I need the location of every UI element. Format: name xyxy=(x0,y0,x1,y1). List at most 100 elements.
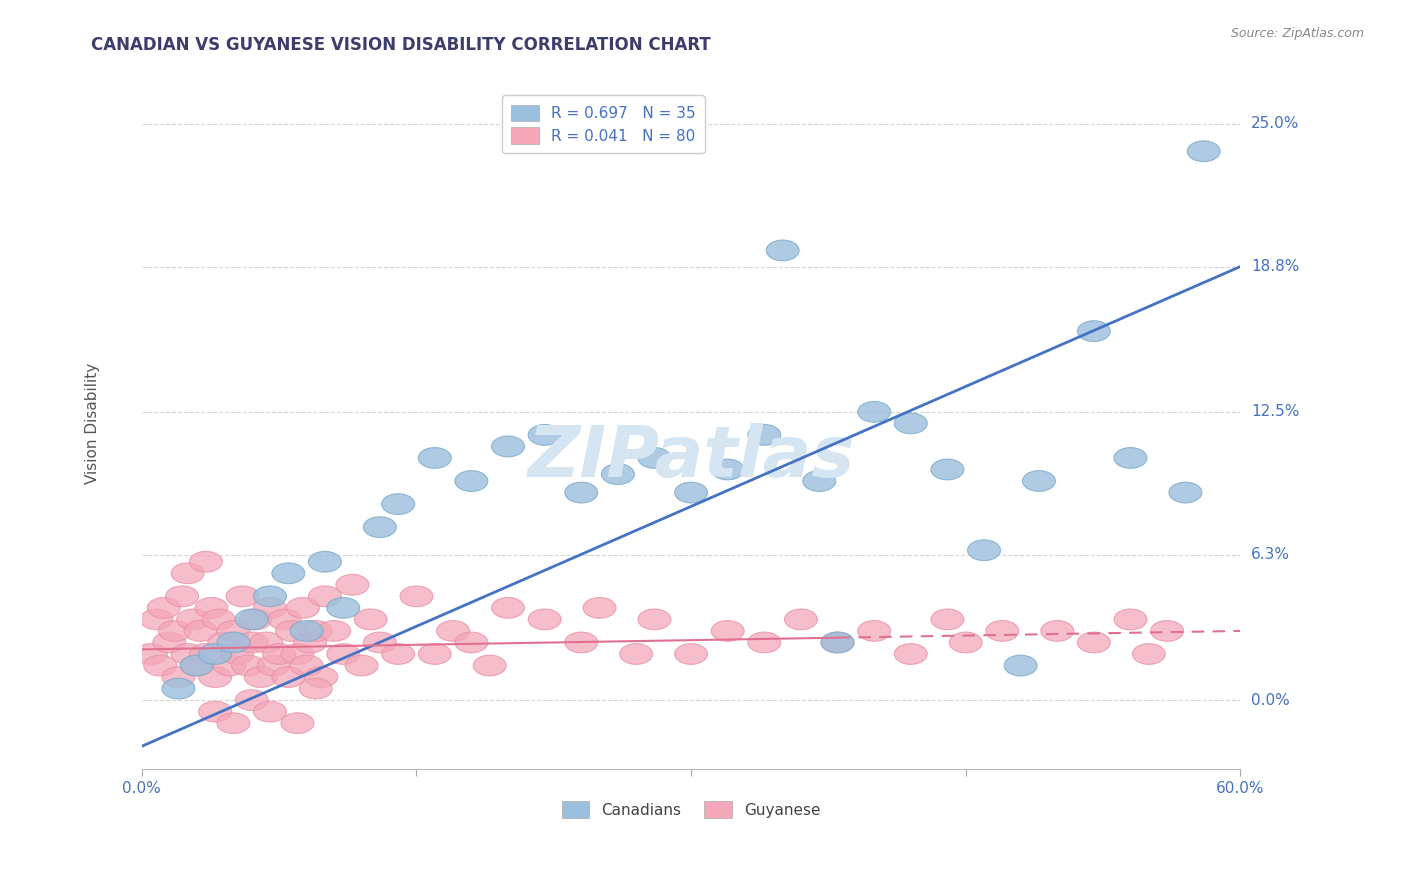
Ellipse shape xyxy=(257,655,290,676)
Ellipse shape xyxy=(195,598,228,618)
Ellipse shape xyxy=(363,632,396,653)
Ellipse shape xyxy=(308,586,342,607)
Ellipse shape xyxy=(172,644,204,665)
Ellipse shape xyxy=(492,436,524,457)
Ellipse shape xyxy=(931,609,965,630)
Ellipse shape xyxy=(399,586,433,607)
Ellipse shape xyxy=(858,401,890,422)
Ellipse shape xyxy=(162,678,195,699)
Ellipse shape xyxy=(381,493,415,515)
Ellipse shape xyxy=(336,574,368,595)
Ellipse shape xyxy=(235,609,269,630)
Ellipse shape xyxy=(172,563,204,583)
Ellipse shape xyxy=(281,644,314,665)
Ellipse shape xyxy=(785,609,817,630)
Ellipse shape xyxy=(250,632,283,653)
Ellipse shape xyxy=(326,598,360,618)
Text: 25.0%: 25.0% xyxy=(1251,116,1299,131)
Ellipse shape xyxy=(217,632,250,653)
Ellipse shape xyxy=(287,598,319,618)
Ellipse shape xyxy=(344,655,378,676)
Ellipse shape xyxy=(290,655,323,676)
Ellipse shape xyxy=(202,609,235,630)
Ellipse shape xyxy=(529,425,561,445)
Ellipse shape xyxy=(803,471,835,491)
Ellipse shape xyxy=(1132,644,1166,665)
Ellipse shape xyxy=(263,644,295,665)
Ellipse shape xyxy=(235,632,269,653)
Ellipse shape xyxy=(381,644,415,665)
Ellipse shape xyxy=(217,713,250,733)
Text: 12.5%: 12.5% xyxy=(1251,404,1299,419)
Ellipse shape xyxy=(318,621,350,641)
Ellipse shape xyxy=(1114,448,1147,468)
Ellipse shape xyxy=(253,701,287,722)
Ellipse shape xyxy=(159,621,191,641)
Ellipse shape xyxy=(1150,621,1184,641)
Text: Source: ZipAtlas.com: Source: ZipAtlas.com xyxy=(1230,27,1364,40)
Ellipse shape xyxy=(949,632,983,653)
Ellipse shape xyxy=(143,655,177,676)
Ellipse shape xyxy=(226,586,259,607)
Ellipse shape xyxy=(894,413,928,434)
Ellipse shape xyxy=(166,586,198,607)
Ellipse shape xyxy=(638,609,671,630)
Text: 60.0%: 60.0% xyxy=(1216,780,1264,796)
Ellipse shape xyxy=(217,621,250,641)
Ellipse shape xyxy=(1077,321,1111,342)
Text: ZIPatlas: ZIPatlas xyxy=(527,424,855,492)
Ellipse shape xyxy=(858,621,890,641)
Ellipse shape xyxy=(363,516,396,538)
Ellipse shape xyxy=(638,448,671,468)
Ellipse shape xyxy=(565,483,598,503)
Ellipse shape xyxy=(419,644,451,665)
Ellipse shape xyxy=(299,678,332,699)
Ellipse shape xyxy=(153,632,186,653)
Ellipse shape xyxy=(1168,483,1202,503)
Ellipse shape xyxy=(986,621,1019,641)
Ellipse shape xyxy=(967,540,1001,560)
Ellipse shape xyxy=(232,655,264,676)
Ellipse shape xyxy=(602,464,634,484)
Ellipse shape xyxy=(931,459,965,480)
Ellipse shape xyxy=(1114,609,1147,630)
Ellipse shape xyxy=(456,632,488,653)
Ellipse shape xyxy=(177,609,209,630)
Ellipse shape xyxy=(675,483,707,503)
Ellipse shape xyxy=(281,713,314,733)
Ellipse shape xyxy=(235,690,269,711)
Ellipse shape xyxy=(214,655,246,676)
Ellipse shape xyxy=(474,655,506,676)
Ellipse shape xyxy=(141,609,173,630)
Ellipse shape xyxy=(198,644,232,665)
Ellipse shape xyxy=(305,666,337,688)
Ellipse shape xyxy=(766,240,799,260)
Ellipse shape xyxy=(529,609,561,630)
Ellipse shape xyxy=(1040,621,1074,641)
Ellipse shape xyxy=(711,621,744,641)
Text: Vision Disability: Vision Disability xyxy=(84,363,100,484)
Text: 0.0%: 0.0% xyxy=(122,780,162,796)
Ellipse shape xyxy=(620,644,652,665)
Ellipse shape xyxy=(253,598,287,618)
Ellipse shape xyxy=(456,471,488,491)
Ellipse shape xyxy=(1187,141,1220,161)
Ellipse shape xyxy=(198,701,232,722)
Ellipse shape xyxy=(1004,655,1038,676)
Ellipse shape xyxy=(565,632,598,653)
Legend: Canadians, Guyanese: Canadians, Guyanese xyxy=(555,795,827,824)
Ellipse shape xyxy=(821,632,853,653)
Ellipse shape xyxy=(748,632,780,653)
Ellipse shape xyxy=(184,621,217,641)
Ellipse shape xyxy=(294,632,326,653)
Ellipse shape xyxy=(821,632,853,653)
Ellipse shape xyxy=(245,666,277,688)
Ellipse shape xyxy=(675,644,707,665)
Text: CANADIAN VS GUYANESE VISION DISABILITY CORRELATION CHART: CANADIAN VS GUYANESE VISION DISABILITY C… xyxy=(91,36,711,54)
Ellipse shape xyxy=(271,563,305,583)
Ellipse shape xyxy=(180,655,214,676)
Ellipse shape xyxy=(354,609,387,630)
Ellipse shape xyxy=(1077,632,1111,653)
Ellipse shape xyxy=(492,598,524,618)
Ellipse shape xyxy=(308,551,342,572)
